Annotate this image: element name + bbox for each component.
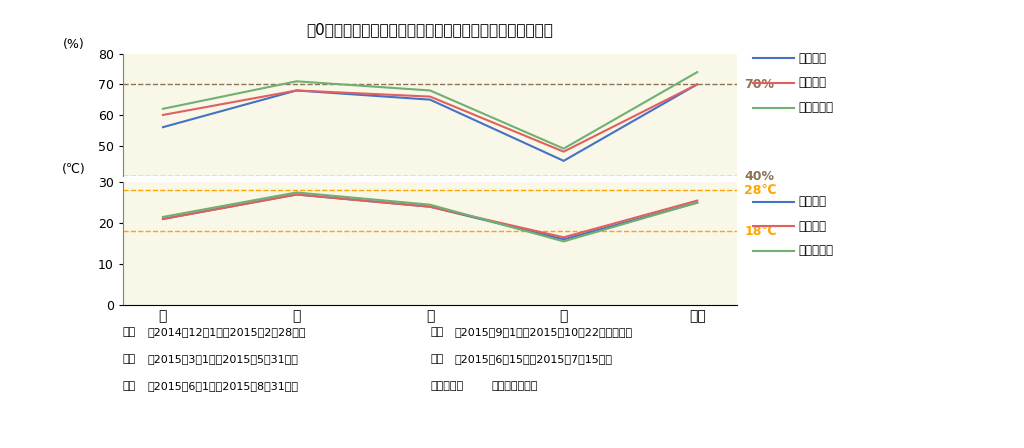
Text: 寝室湿度: 寝室湿度 — [799, 76, 826, 90]
Text: 記述統計量: 記述統計量 — [430, 381, 463, 391]
Text: 40%: 40% — [744, 170, 774, 183]
Text: （2015年6月1日～2015年8月31日）: （2015年6月1日～2015年8月31日） — [147, 381, 298, 391]
Text: 雨期: 雨期 — [430, 354, 443, 364]
Text: （2015年3月1日～2015年5月31日）: （2015年3月1日～2015年5月31日） — [147, 354, 298, 364]
Text: 脱衣所温度: 脱衣所温度 — [799, 244, 834, 258]
Text: 居間温度: 居間温度 — [799, 195, 826, 208]
Text: 居間湿度: 居間湿度 — [799, 52, 826, 65]
Text: 夏期: 夏期 — [123, 381, 136, 391]
Text: 18℃: 18℃ — [744, 225, 777, 238]
Text: 冬期: 冬期 — [123, 327, 136, 337]
Text: （2015年6月15日～2015年7月15日）: （2015年6月15日～2015年7月15日） — [455, 354, 612, 364]
Text: 70%: 70% — [744, 78, 774, 91]
Text: 秋期: 秋期 — [430, 327, 443, 337]
Y-axis label: (℃): (℃) — [61, 163, 86, 176]
Text: 「0宣言の家」の四季別、部屋別にみた平均温度、平均湿度: 「0宣言の家」の四季別、部屋別にみた平均温度、平均湿度 — [306, 22, 554, 37]
Text: 28℃: 28℃ — [744, 184, 777, 197]
Text: 脱衣所湿度: 脱衣所湿度 — [799, 101, 834, 114]
Y-axis label: (%): (%) — [62, 39, 85, 52]
Text: 寝室温度: 寝室温度 — [799, 220, 826, 233]
Text: （温度と湿度）: （温度と湿度） — [492, 381, 538, 391]
Text: 春期: 春期 — [123, 354, 136, 364]
Text: （2014年12月1日～2015年2月28日）: （2014年12月1日～2015年2月28日） — [147, 327, 306, 337]
Text: （2015年9月1日～2015年10月22日頃まで）: （2015年9月1日～2015年10月22日頃まで） — [455, 327, 633, 337]
